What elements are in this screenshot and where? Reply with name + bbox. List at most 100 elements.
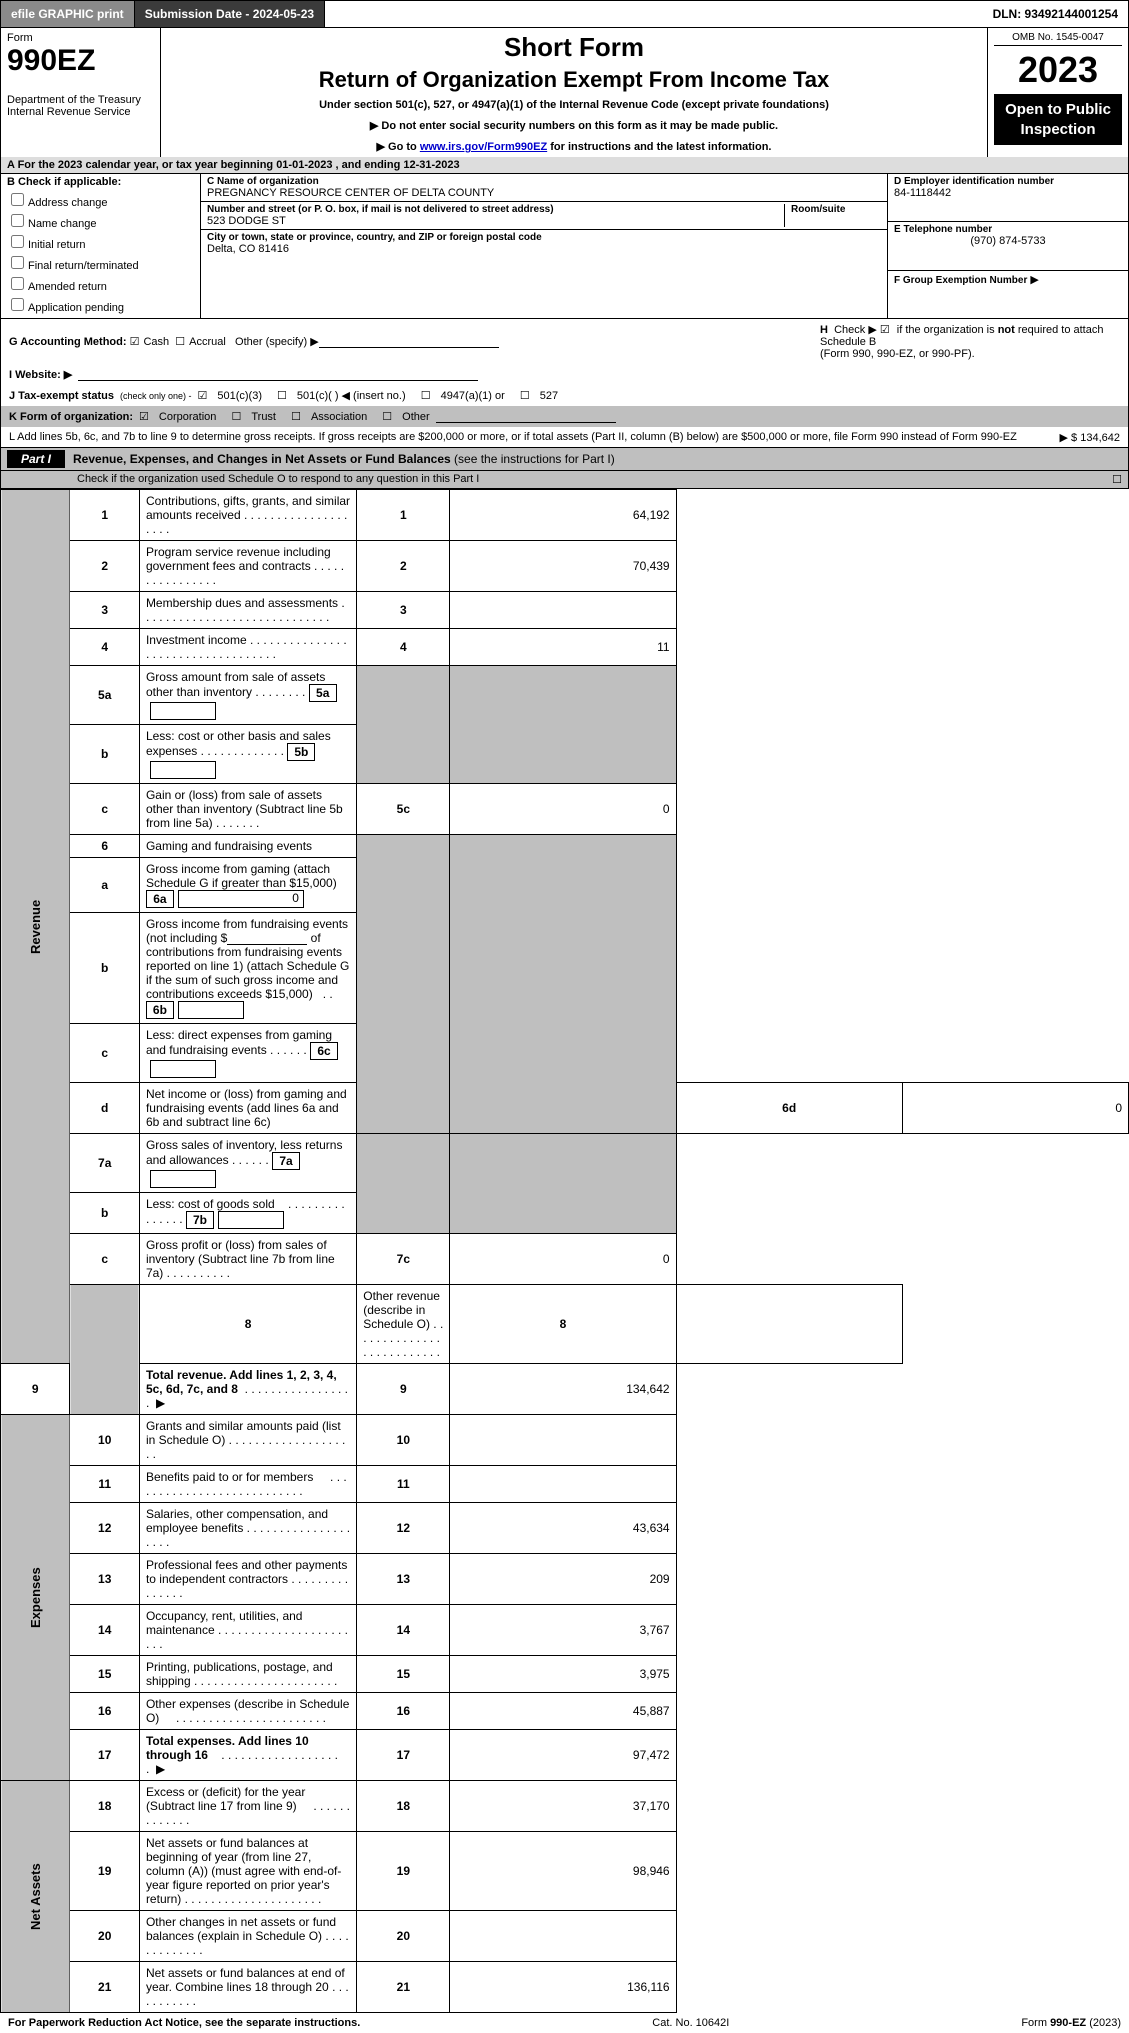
j-501c-checkbox[interactable] <box>277 389 291 402</box>
inline-label-5b: 5b <box>287 743 315 761</box>
line-desc: Less: direct expenses from gaming and fu… <box>139 1024 356 1083</box>
k-trust-checkbox[interactable] <box>231 410 245 423</box>
org-name-value: PREGNANCY RESOURCE CENTER OF DELTA COUNT… <box>207 187 881 199</box>
part1-badge: Part I <box>7 450 65 468</box>
line-desc: Gross profit or (loss) from sales of inv… <box>139 1234 356 1285</box>
line-num: 14 <box>70 1605 139 1656</box>
k-corp-checkbox[interactable] <box>139 410 153 423</box>
city-value: Delta, CO 81416 <box>207 243 881 255</box>
chk-final-return[interactable]: Final return/terminated <box>7 253 194 272</box>
g-other-input[interactable] <box>319 335 499 348</box>
table-row: 3 Membership dues and assessments . . . … <box>1 592 1129 629</box>
ein-value: 84-1118442 <box>894 187 1122 199</box>
section-bcdef: B Check if applicable: Address change Na… <box>0 174 1129 319</box>
header-mid-col: Short Form Return of Organization Exempt… <box>161 28 988 157</box>
chk-initial-return-label: Initial return <box>28 239 85 251</box>
line-desc: Excess or (deficit) for the year (Subtra… <box>139 1781 356 1832</box>
chk-address-change[interactable]: Address change <box>7 190 194 209</box>
line-desc: Grants and similar amounts paid (list in… <box>139 1415 356 1466</box>
g-other-label: Other (specify) ▶ <box>235 336 319 348</box>
header-right-col: OMB No. 1545-0047 2023 Open to Public In… <box>988 28 1128 157</box>
website-input[interactable] <box>78 368 478 381</box>
line-col: 7c <box>357 1234 450 1285</box>
g-accrual-checkbox[interactable] <box>175 336 189 348</box>
chk-initial-return-box[interactable] <box>11 235 24 248</box>
part1-sub-text: Check if the organization used Schedule … <box>7 473 479 486</box>
form-number: 990EZ <box>7 46 154 76</box>
chk-initial-return[interactable]: Initial return <box>7 232 194 251</box>
line-val: 136,116 <box>450 1962 676 2013</box>
chk-amended-return-box[interactable] <box>11 277 24 290</box>
chk-address-change-box[interactable] <box>11 193 24 206</box>
form-label: Form <box>7 32 154 44</box>
irs-label: Internal Revenue Service <box>7 106 154 118</box>
line-val-shade <box>450 835 676 1134</box>
k-other: Other <box>402 411 430 423</box>
table-row: 17 Total expenses. Add lines 10 through … <box>1 1730 1129 1781</box>
line-desc: Professional fees and other payments to … <box>139 1554 356 1605</box>
line-num: c <box>70 784 139 835</box>
line-val: 37,170 <box>450 1781 676 1832</box>
efile-print-button[interactable]: efile GRAPHIC print <box>1 1 135 27</box>
line-num: 2 <box>70 541 139 592</box>
line-num: 11 <box>70 1466 139 1503</box>
line-val: 209 <box>450 1554 676 1605</box>
line-desc: Investment income . . . . . . . . . . . … <box>139 629 356 666</box>
line-col: 4 <box>357 629 450 666</box>
line-num: 17 <box>70 1730 139 1781</box>
part1-title-text: Revenue, Expenses, and Changes in Net As… <box>73 452 451 466</box>
k-assoc-checkbox[interactable] <box>291 410 305 423</box>
part1-sub-checkbox[interactable]: ☐ <box>1112 473 1122 486</box>
line-col: 1 <box>357 490 450 541</box>
k-other-input[interactable] <box>436 410 616 423</box>
line-val-shade <box>450 666 676 784</box>
line-desc: Net assets or fund balances at end of ye… <box>139 1962 356 2013</box>
g-cash-checkbox[interactable] <box>130 336 144 348</box>
k-other-checkbox[interactable] <box>382 410 396 423</box>
footer-right: Form 990-EZ (2023) <box>1021 2017 1121 2029</box>
line-col: 6d <box>676 1083 902 1134</box>
row-j-exempt-status: J Tax-exempt status (check only one) - 5… <box>1 385 1128 406</box>
part1-title-suffix: (see the instructions for Part I) <box>454 452 615 466</box>
j-opt4: 527 <box>540 390 558 402</box>
j-sub: (check only one) - <box>120 391 192 401</box>
chk-application-pending-box[interactable] <box>11 298 24 311</box>
chk-amended-return[interactable]: Amended return <box>7 274 194 293</box>
line-num: 16 <box>70 1693 139 1730</box>
section-c-address: C Name of organization PREGNANCY RESOURC… <box>201 174 888 318</box>
line-num: 10 <box>70 1415 139 1466</box>
line-num: 6 <box>70 835 139 858</box>
group-exemption-arrow: ▶ <box>1030 274 1038 286</box>
line-num: 3 <box>70 592 139 629</box>
line-col: 3 <box>357 592 450 629</box>
h-not: not <box>998 324 1015 336</box>
sidebar-revenue: Revenue <box>1 490 70 1364</box>
city-row: City or town, state or province, country… <box>201 230 887 257</box>
inline-value-7b <box>218 1211 284 1229</box>
dln-label: DLN: 93492144001254 <box>983 1 1128 27</box>
table-row: Expenses 10 Grants and similar amounts p… <box>1 1415 1129 1466</box>
title-short-form: Short Form <box>171 32 977 63</box>
table-row: 4 Investment income . . . . . . . . . . … <box>1 629 1129 666</box>
chk-application-pending[interactable]: Application pending <box>7 295 194 314</box>
h-checkbox[interactable] <box>880 324 894 336</box>
j-501c3-checkbox[interactable] <box>197 389 211 402</box>
6b-amount-input[interactable] <box>227 932 307 945</box>
line-col: 20 <box>357 1911 450 1962</box>
chk-name-change[interactable]: Name change <box>7 211 194 230</box>
irs-form-link[interactable]: www.irs.gov/Form990EZ <box>420 141 547 153</box>
line-desc: Gross income from gaming (attach Schedul… <box>139 858 356 913</box>
j-527-checkbox[interactable] <box>520 389 534 402</box>
inline-value-6b <box>178 1001 244 1019</box>
chk-final-return-box[interactable] <box>11 256 24 269</box>
k-corp: Corporation <box>159 411 216 423</box>
section-b-heading: B Check if applicable: <box>7 176 194 188</box>
table-row: 13 Professional fees and other payments … <box>1 1554 1129 1605</box>
line-desc: Occupancy, rent, utilities, and maintena… <box>139 1605 356 1656</box>
line-desc: Other expenses (describe in Schedule O) … <box>139 1693 356 1730</box>
chk-name-change-box[interactable] <box>11 214 24 227</box>
table-row: 16 Other expenses (describe in Schedule … <box>1 1693 1129 1730</box>
line-val: 0 <box>902 1083 1128 1134</box>
line-val <box>450 1415 676 1466</box>
j-4947-checkbox[interactable] <box>421 389 435 402</box>
